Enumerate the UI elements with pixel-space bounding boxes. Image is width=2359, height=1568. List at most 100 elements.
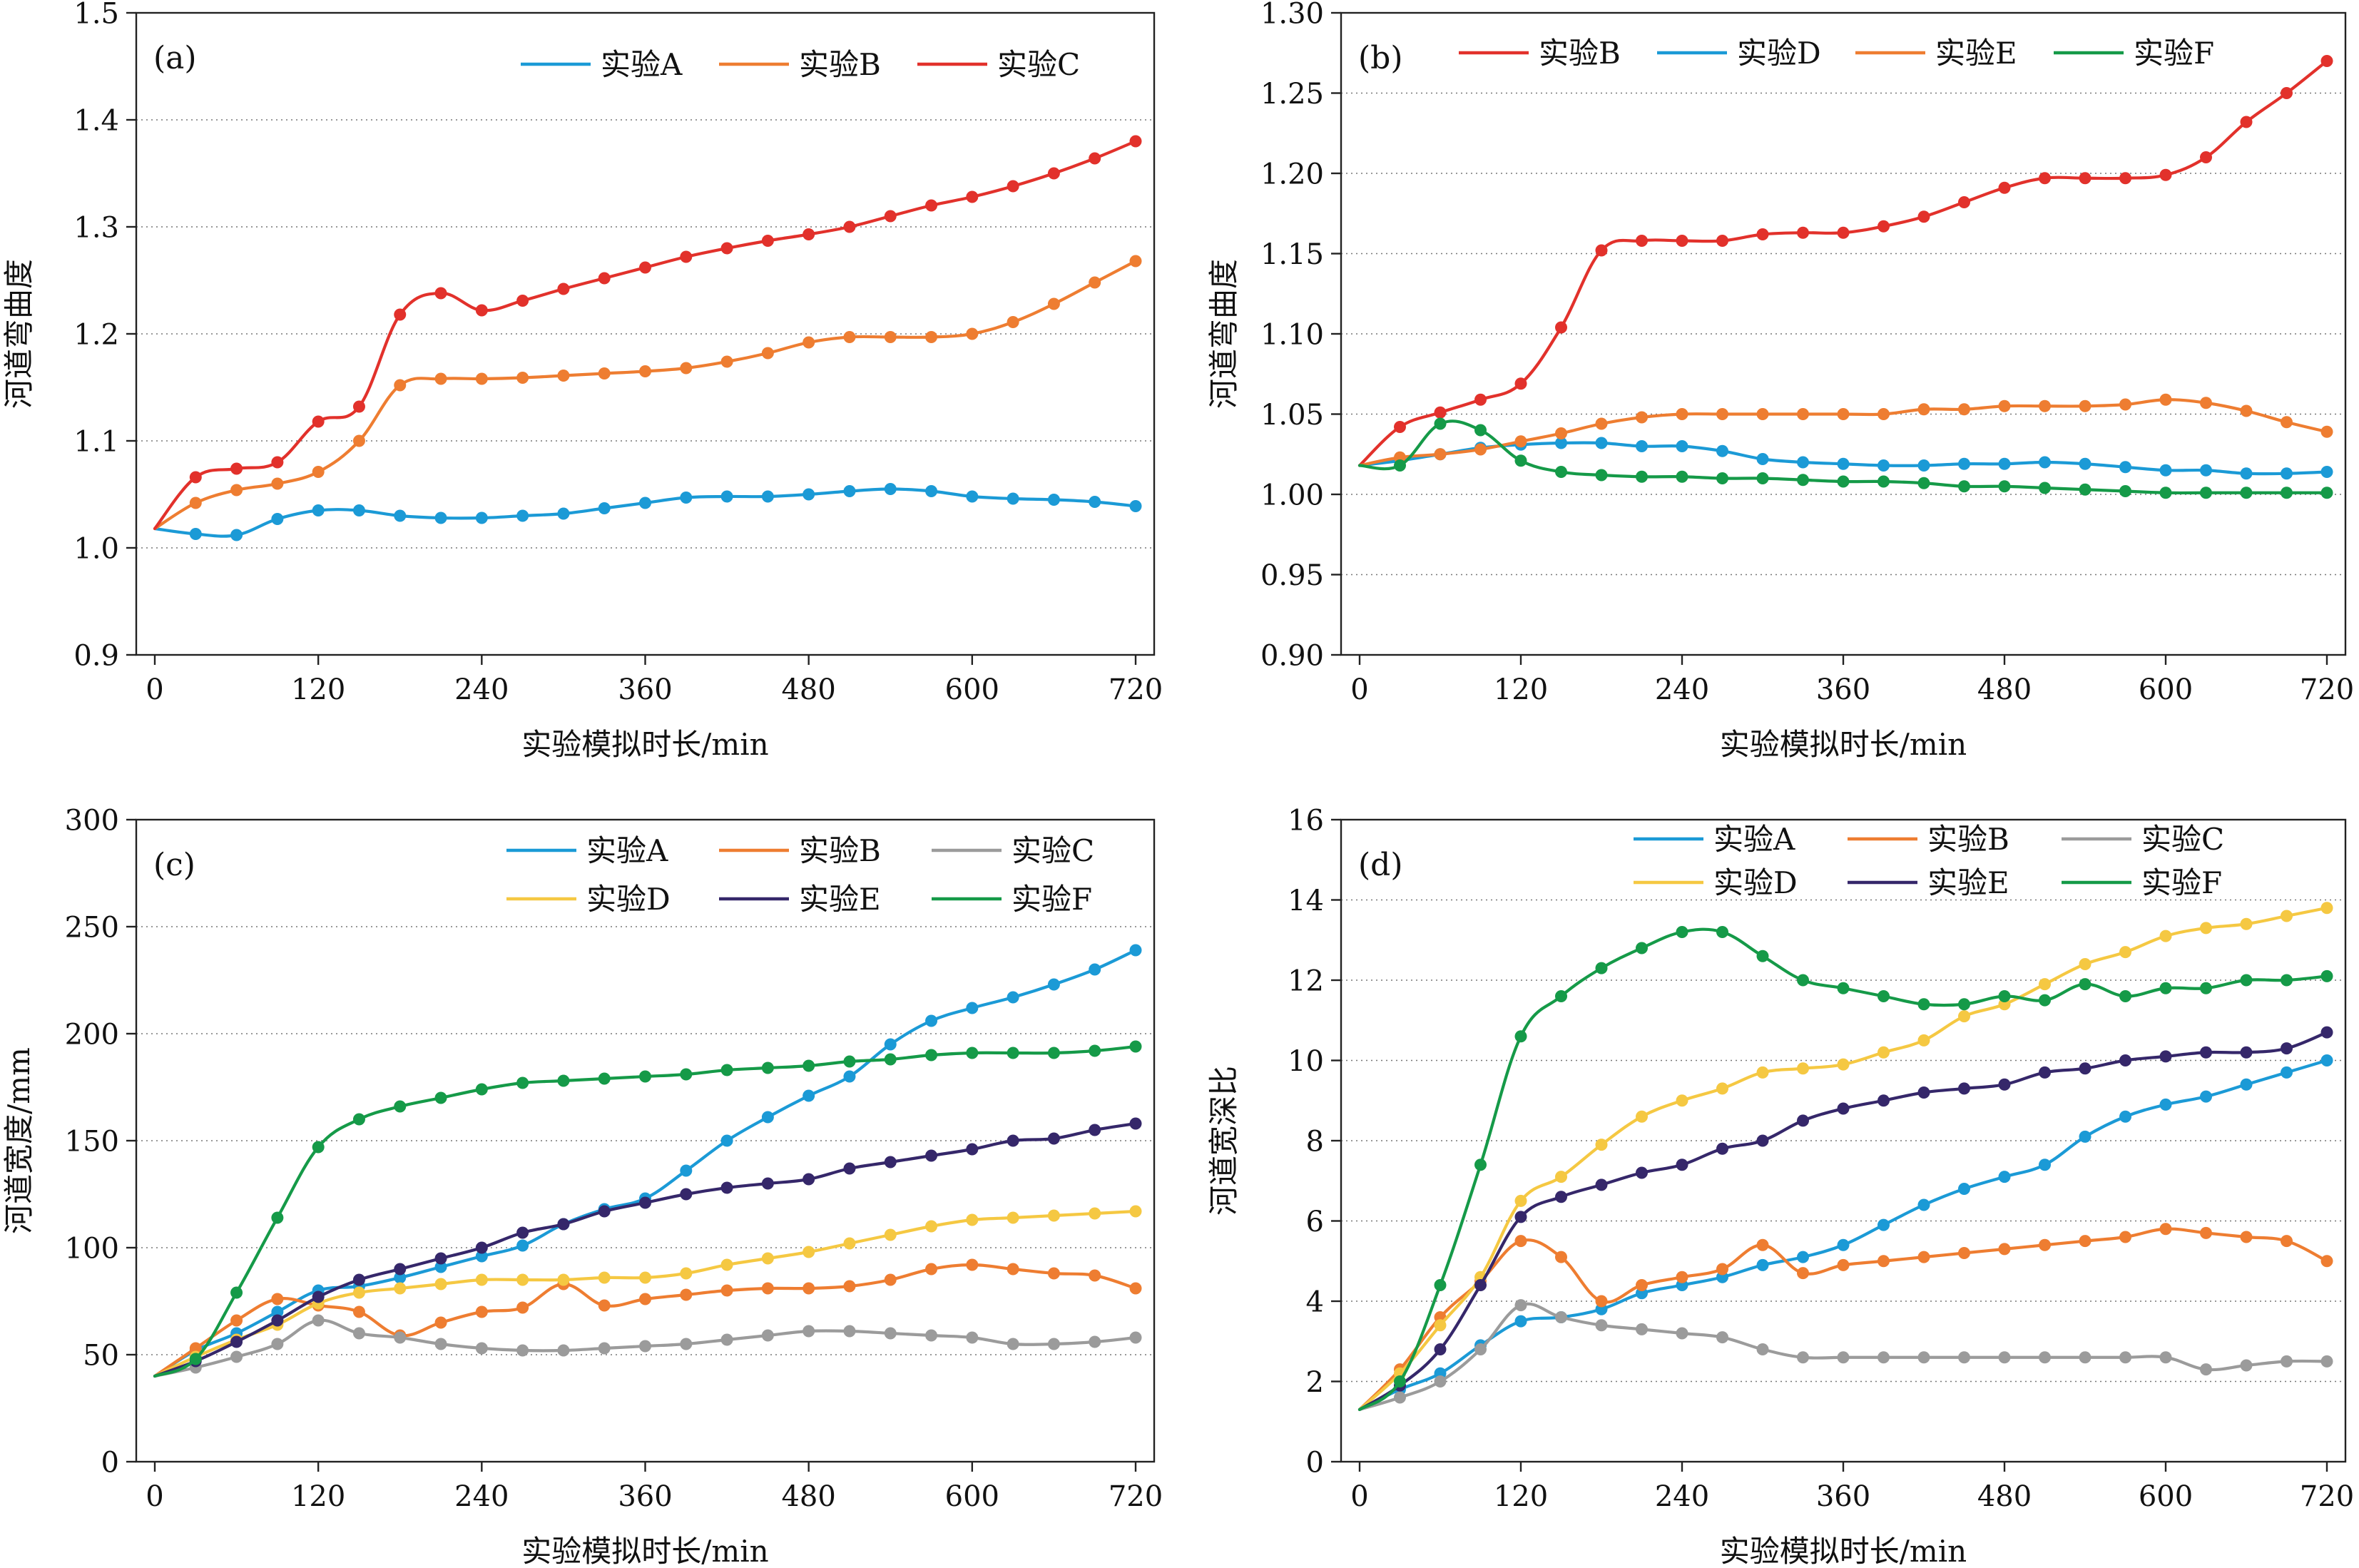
data-point [2159, 464, 2172, 477]
data-point [352, 434, 365, 447]
data-point [1716, 472, 1728, 484]
data-point [1514, 454, 1527, 467]
data-point [2079, 1351, 2091, 1364]
data-point [434, 1252, 447, 1265]
data-point [1797, 974, 1809, 987]
data-point [1129, 1205, 1142, 1218]
data-point [1007, 1047, 1019, 1059]
data-point [1595, 1139, 1608, 1151]
data-point [1047, 1047, 1060, 1059]
data-point [2240, 1078, 2253, 1091]
data-point [2079, 483, 2091, 496]
data-point [1007, 991, 1019, 1004]
data-point [1676, 926, 1688, 938]
y-tick-label: 8 [1306, 1125, 1324, 1158]
y-tick-label: 1.15 [1260, 238, 1324, 271]
x-tick-label: 360 [1816, 1480, 1870, 1513]
y-tick-label: 1.4 [73, 104, 119, 137]
data-point [2200, 151, 2212, 163]
data-point [1756, 1238, 1769, 1251]
data-point [1007, 316, 1019, 328]
data-point [1555, 437, 1567, 449]
data-point [925, 331, 938, 343]
y-tick-label: 1.05 [1260, 399, 1324, 432]
data-point [394, 1100, 407, 1113]
data-point [966, 490, 979, 503]
y-tick-label: 150 [65, 1125, 119, 1158]
x-axis-label: 实验模拟时长/min [1720, 727, 1967, 762]
data-point [598, 1271, 611, 1284]
y-tick-label: 16 [1288, 804, 1324, 837]
data-point [2079, 958, 2091, 970]
y-tick-label: 12 [1288, 964, 1324, 997]
data-point [966, 1258, 979, 1271]
data-point [1958, 998, 1970, 1011]
series-line [153, 259, 1138, 531]
data-point [1636, 942, 1648, 954]
data-point [1434, 1279, 1447, 1291]
data-point [312, 1290, 325, 1303]
data-point [2039, 1351, 2051, 1364]
data-point [516, 1273, 529, 1286]
data-point [2200, 982, 2212, 994]
data-point [1047, 297, 1060, 310]
data-point [1877, 475, 1890, 488]
data-point [1047, 1132, 1060, 1145]
data-point [1958, 1247, 1970, 1259]
y-tick-label: 300 [65, 804, 119, 837]
data-point [1837, 1238, 1850, 1251]
data-point [1797, 408, 1809, 420]
data-point [2240, 487, 2253, 499]
data-point [1877, 459, 1890, 472]
data-point [1514, 1211, 1527, 1223]
data-point [394, 1271, 407, 1284]
data-point [1756, 453, 1769, 465]
data-point [1474, 1279, 1487, 1291]
data-point [761, 347, 774, 360]
data-point [1958, 480, 1970, 493]
data-point [1676, 408, 1688, 420]
y-tick-label: 0 [101, 1446, 119, 1479]
data-point [2200, 1046, 2212, 1059]
data-point [352, 1286, 365, 1299]
data-point [1394, 1391, 1406, 1404]
data-point [2119, 461, 2131, 474]
data-point [966, 1331, 979, 1344]
data-point [966, 1047, 979, 1059]
data-point [271, 1338, 284, 1350]
data-point [1007, 1211, 1019, 1224]
data-point [557, 1074, 570, 1087]
data-point [2159, 982, 2172, 994]
data-point [598, 1299, 611, 1312]
data-point [352, 504, 365, 516]
data-point [434, 1261, 447, 1273]
y-tick-label: 1.20 [1260, 158, 1324, 190]
data-point [434, 1091, 447, 1104]
data-point [230, 1314, 243, 1327]
data-point [803, 488, 815, 501]
data-point [2240, 1359, 2253, 1372]
data-point [230, 462, 243, 475]
data-point [2200, 1363, 2212, 1376]
data-point [1089, 1269, 1101, 1282]
data-point [720, 1284, 733, 1297]
data-point [1716, 1142, 1728, 1155]
data-point [1917, 1034, 1930, 1047]
data-point [1837, 982, 1850, 994]
data-point [1047, 1267, 1060, 1280]
data-point [1676, 440, 1688, 452]
data-point [352, 400, 365, 413]
data-point [1514, 1299, 1527, 1312]
legend-label: 实验B [1927, 822, 2009, 857]
data-point [1837, 1058, 1850, 1071]
data-point [271, 1305, 284, 1318]
data-point [394, 1282, 407, 1295]
x-tick-label: 600 [945, 673, 999, 706]
data-point [925, 1220, 938, 1233]
data-point [2281, 87, 2293, 99]
y-tick-label: 1.0 [73, 532, 119, 565]
data-point [2281, 1355, 2293, 1368]
data-point [1676, 1327, 1688, 1340]
y-tick-label: 1.00 [1260, 479, 1324, 511]
x-tick-label: 0 [1350, 673, 1368, 706]
